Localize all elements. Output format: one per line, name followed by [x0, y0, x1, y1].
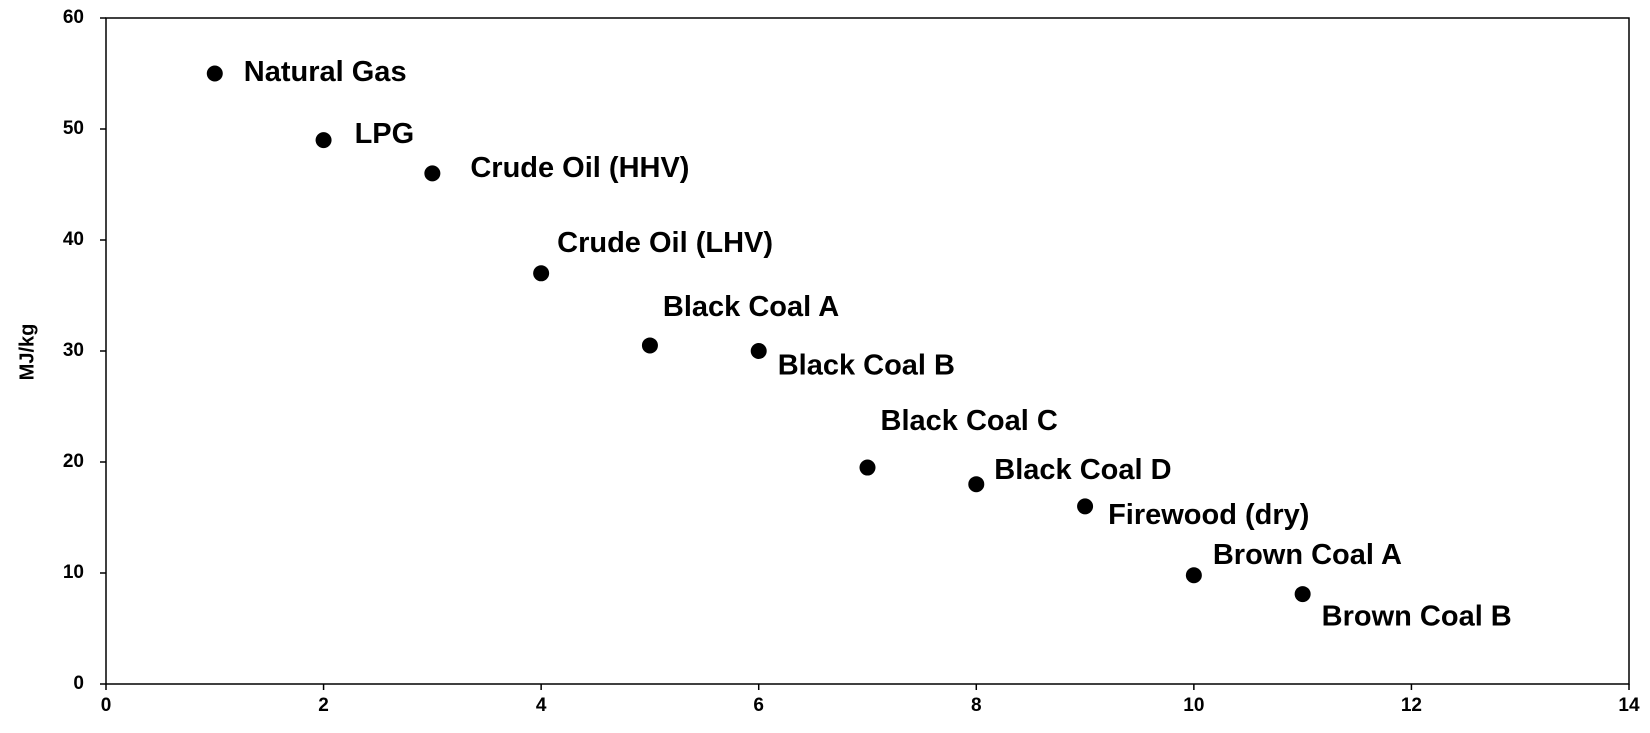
- x-tick-label: 4: [536, 695, 547, 716]
- point: [533, 265, 550, 282]
- y-tick-label: 30: [63, 340, 84, 361]
- x-tick-label: 8: [971, 695, 982, 716]
- point: [1294, 586, 1311, 603]
- x-tick-label: 6: [753, 695, 764, 716]
- x-tick-label: 10: [1183, 695, 1204, 716]
- point: [859, 459, 876, 476]
- point-label: Black Coal B: [778, 350, 955, 382]
- point: [1077, 498, 1094, 515]
- y-tick-label: 10: [63, 562, 84, 583]
- point: [315, 132, 332, 149]
- point-label: Black Coal A: [663, 291, 839, 323]
- point-label: Black Coal C: [881, 405, 1058, 437]
- x-tick-label: 2: [318, 695, 329, 716]
- point: [1185, 567, 1202, 584]
- point: [424, 165, 441, 182]
- point-label: Crude Oil (HHV): [470, 152, 689, 184]
- x-tick-label: 12: [1401, 695, 1422, 716]
- point-label: Natural Gas: [244, 56, 407, 88]
- y-tick-label: 20: [63, 451, 84, 472]
- x-tick-label: 14: [1618, 695, 1640, 716]
- point: [206, 65, 223, 82]
- y-tick-label: 40: [63, 229, 84, 250]
- y-tick-label: 60: [63, 7, 84, 28]
- point: [750, 343, 767, 359]
- point: [641, 337, 658, 354]
- point-label: Brown Coal A: [1213, 539, 1402, 571]
- y-axis-label: MJ/kg: [16, 324, 38, 381]
- point-label: Black Coal D: [994, 454, 1171, 486]
- point-label: LPG: [355, 118, 415, 150]
- point-label: Firewood (dry): [1108, 499, 1309, 531]
- point-label: Crude Oil (LHV): [557, 227, 773, 259]
- point-label: Brown Coal B: [1322, 601, 1512, 633]
- y-tick-label: 50: [63, 118, 84, 139]
- x-tick-label: 0: [101, 695, 112, 716]
- point: [968, 476, 985, 493]
- y-tick-label: 0: [73, 673, 84, 694]
